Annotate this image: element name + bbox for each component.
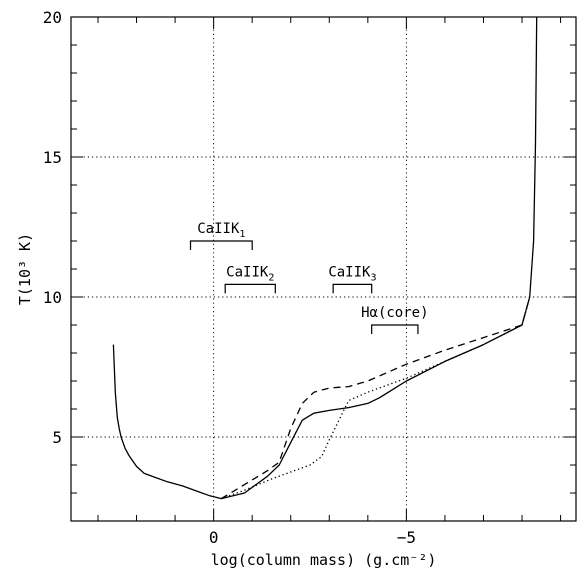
x-tick-label: 0 — [209, 528, 219, 547]
annotation-label: CaIIK3 — [328, 264, 376, 283]
x-axis-label: log(column mass) (g.cm⁻²) — [211, 551, 437, 569]
annotation-4: Hα(core) — [361, 305, 429, 334]
plot-frame — [70, 16, 577, 522]
annotation-bracket — [189, 240, 253, 250]
annotation-3: CaIIK3 — [328, 264, 377, 294]
annotation-label: CaIIK1 — [197, 221, 245, 240]
y-tick-label: 5 — [52, 428, 62, 447]
annotation-label: Hα(core) — [361, 305, 428, 321]
series-line-solid — [112, 16, 538, 500]
y-tick-label: 15 — [43, 148, 62, 167]
annotation-2: CaIIK2 — [224, 264, 276, 294]
annotation-bracket — [332, 283, 373, 294]
y-tick-label: 20 — [43, 8, 62, 27]
y-tick-label: 10 — [43, 288, 62, 307]
annotation-1: CaIIK1 — [189, 221, 253, 250]
series-group — [112, 16, 538, 500]
grid-lines — [71, 17, 576, 521]
annotation-bracket — [224, 283, 276, 294]
x-tick-label: −5 — [397, 528, 416, 547]
annotation-subscript: 2 — [268, 272, 274, 283]
axis-ticks — [71, 16, 576, 521]
annotation-subscript: 1 — [239, 229, 245, 240]
tick-labels: 0 −5 5 10 15 20 — [43, 8, 416, 547]
series-line-dashed — [220, 296, 531, 500]
series-line-dotted — [221, 296, 531, 500]
line-formation-annotations: CaIIK1 CaIIK2 CaIIK3 Hα(core) — [189, 221, 429, 334]
annotation-subscript: 3 — [370, 272, 376, 283]
annotation-label: CaIIK2 — [226, 264, 274, 283]
y-axis-label: T(10³ K) — [16, 233, 34, 305]
annotation-bracket — [371, 324, 419, 334]
